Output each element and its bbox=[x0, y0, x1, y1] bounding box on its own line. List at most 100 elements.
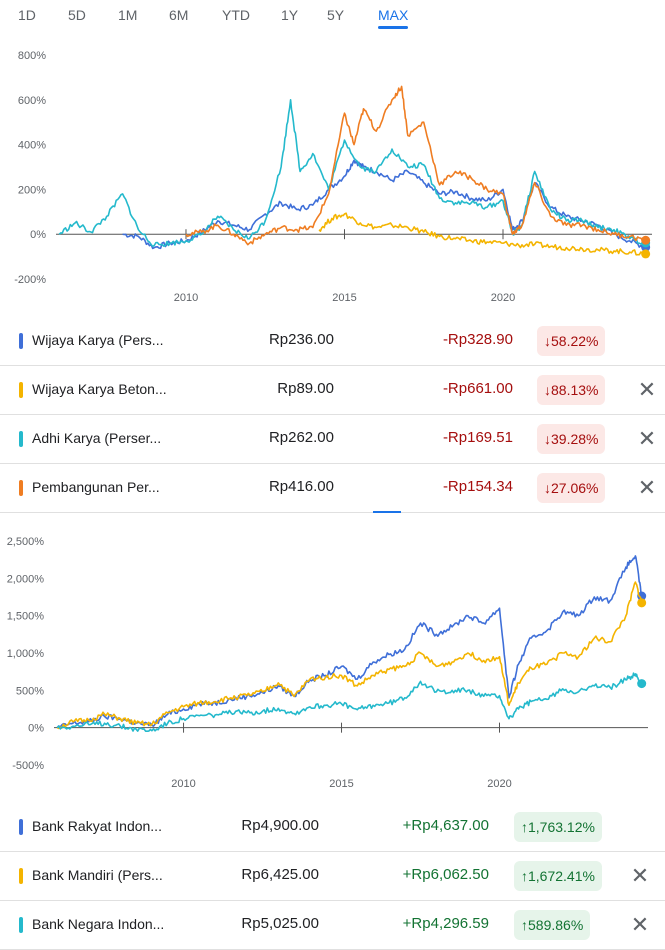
close-icon[interactable]: ✕ bbox=[630, 912, 650, 937]
price: Rp416.00 bbox=[268, 478, 334, 495]
price: Rp5,025.00 bbox=[241, 915, 319, 932]
series-line-cyan bbox=[56, 672, 643, 732]
y-tick-label: 600% bbox=[18, 95, 46, 107]
legend-row[interactable]: Bank Negara Indon... Rp5,025.00 +Rp4,296.5… bbox=[0, 901, 665, 950]
arrow-down-icon: ↓ bbox=[544, 382, 551, 398]
price-change: +Rp4,296.59 bbox=[402, 915, 489, 932]
y-tick-label: 200% bbox=[18, 184, 46, 196]
price: Rp89.00 bbox=[277, 380, 334, 397]
price-change: +Rp4,637.00 bbox=[402, 817, 489, 834]
legend-row[interactable]: Wijaya Karya Beton... Rp89.00 -Rp661.00 ↓88… bbox=[0, 366, 665, 415]
series-line-orange bbox=[185, 85, 647, 246]
price-change: -Rp328.90 bbox=[442, 331, 513, 348]
close-icon[interactable]: ✕ bbox=[630, 863, 650, 888]
series-end-point-orange bbox=[641, 235, 651, 245]
price: Rp6,425.00 bbox=[241, 866, 319, 883]
legend-row[interactable]: Pembangunan Per... Rp416.00 -Rp154.34 ↓27.0… bbox=[0, 464, 665, 513]
y-tick-label: 500% bbox=[16, 685, 44, 697]
percent-change-badge: ↓27.06% bbox=[537, 473, 606, 503]
legend-row[interactable]: Bank Mandiri (Pers... Rp6,425.00 +Rp6,062.… bbox=[0, 852, 665, 901]
close-icon[interactable]: ✕ bbox=[637, 426, 657, 451]
arrow-up-icon: ↑ bbox=[521, 868, 528, 884]
security-name: Bank Negara Indon... bbox=[32, 916, 165, 932]
security-name: Bank Mandiri (Pers... bbox=[32, 867, 163, 883]
active-range-indicator bbox=[378, 26, 409, 29]
arrow-down-icon: ↓ bbox=[544, 480, 551, 496]
series-color-bar bbox=[19, 333, 23, 349]
percent-change: 1,763.12% bbox=[528, 819, 595, 835]
y-tick-label: 2,500% bbox=[7, 536, 45, 548]
security-name: Wijaya Karya (Pers... bbox=[32, 332, 164, 348]
percent-change-badge: ↓88.13% bbox=[537, 375, 606, 405]
y-tick-label: 2,000% bbox=[7, 573, 45, 585]
x-tick-label: 2010 bbox=[171, 778, 195, 790]
security-name: Adhi Karya (Perser... bbox=[32, 430, 162, 446]
security-name: Wijaya Karya Beton... bbox=[32, 381, 167, 397]
price-change: -Rp661.00 bbox=[442, 380, 513, 397]
x-tick-label: 2010 bbox=[174, 292, 198, 304]
percent-change-badge: ↓58.22% bbox=[537, 326, 606, 356]
close-icon[interactable]: ✕ bbox=[637, 377, 657, 402]
section-divider bbox=[373, 511, 401, 513]
x-tick-label: 2015 bbox=[329, 778, 353, 790]
price: Rp236.00 bbox=[268, 331, 334, 348]
percent-change-badge: ↓39.28% bbox=[537, 424, 606, 454]
series-end-point-cyan bbox=[637, 679, 647, 689]
percent-change: 39.28% bbox=[551, 431, 599, 447]
series-line-blue bbox=[56, 555, 643, 729]
series-line-yellow bbox=[318, 212, 647, 256]
series-line-yellow bbox=[56, 581, 643, 730]
range-tab-1y[interactable]: 1Y bbox=[281, 7, 299, 23]
chart-bottom: 2,500% 2,000% 1,500% 1,000% 500% 0% -500% 2010 2… bbox=[7, 536, 648, 790]
series-color-bar bbox=[19, 431, 23, 447]
y-tick-label: -200% bbox=[14, 274, 46, 286]
x-tick-label: 2020 bbox=[487, 778, 511, 790]
y-tick-label: 800% bbox=[18, 50, 46, 62]
arrow-down-icon: ↓ bbox=[544, 333, 551, 349]
percent-change-badge: ↑589.86% bbox=[514, 910, 591, 940]
close-icon[interactable]: ✕ bbox=[637, 475, 657, 500]
chart-top: 800% 600% 400% 200% 0% -200% 2010 2015 2020 bbox=[14, 50, 652, 304]
range-tab-5y[interactable]: 5Y bbox=[327, 7, 345, 23]
price: Rp262.00 bbox=[268, 429, 334, 446]
percent-change: 58.22% bbox=[551, 333, 599, 349]
price-change: -Rp169.51 bbox=[442, 429, 513, 446]
price: Rp4,900.00 bbox=[241, 817, 319, 834]
series-color-bar bbox=[19, 819, 23, 835]
y-tick-label: 1,000% bbox=[7, 648, 45, 660]
arrow-down-icon: ↓ bbox=[544, 431, 551, 447]
range-tab-max[interactable]: MAX bbox=[378, 7, 409, 29]
arrow-up-icon: ↑ bbox=[521, 819, 528, 835]
price-change: +Rp6,062.50 bbox=[402, 866, 489, 883]
range-selector: 1D 5D 1M 6M YTD 1Y 5Y MAX bbox=[0, 0, 665, 30]
percent-change: 589.86% bbox=[528, 917, 584, 933]
arrow-up-icon: ↑ bbox=[521, 917, 528, 933]
percent-change: 88.13% bbox=[551, 382, 599, 398]
series-color-bar bbox=[19, 382, 23, 398]
x-tick-label: 2015 bbox=[332, 292, 356, 304]
range-tab-1m[interactable]: 1M bbox=[118, 7, 138, 23]
security-name: Pembangunan Per... bbox=[32, 479, 160, 495]
legend-row[interactable]: Wijaya Karya (Pers... Rp236.00 -Rp328.90 ↓5… bbox=[0, 317, 665, 366]
y-tick-label: 0% bbox=[30, 229, 46, 241]
percent-change: 1,672.41% bbox=[528, 868, 595, 884]
series-end-point-yellow bbox=[641, 249, 651, 259]
range-tab-5d[interactable]: 5D bbox=[68, 7, 86, 23]
y-tick-label: 400% bbox=[18, 140, 46, 152]
legend-row[interactable]: Bank Rakyat Indon... Rp4,900.00 +Rp4,637.0… bbox=[0, 803, 665, 852]
y-tick-label: 1,500% bbox=[7, 611, 45, 623]
series-end-point-blue bbox=[637, 591, 647, 601]
y-tick-label: -500% bbox=[12, 760, 44, 772]
series-color-bar bbox=[19, 917, 23, 933]
range-tab-6m[interactable]: 6M bbox=[169, 7, 189, 23]
x-tick-label: 2020 bbox=[491, 292, 515, 304]
price-change: -Rp154.34 bbox=[442, 478, 513, 495]
range-tab-1d[interactable]: 1D bbox=[18, 7, 36, 23]
range-tab-ytd[interactable]: YTD bbox=[222, 7, 250, 23]
series-color-bar bbox=[19, 868, 23, 884]
security-name: Bank Rakyat Indon... bbox=[32, 818, 162, 834]
legend-row[interactable]: Adhi Karya (Perser... Rp262.00 -Rp169.51 ↓3… bbox=[0, 415, 665, 464]
series-color-bar bbox=[19, 480, 23, 496]
percent-change-badge: ↑1,763.12% bbox=[514, 812, 602, 842]
series-line-cyan bbox=[58, 98, 647, 248]
